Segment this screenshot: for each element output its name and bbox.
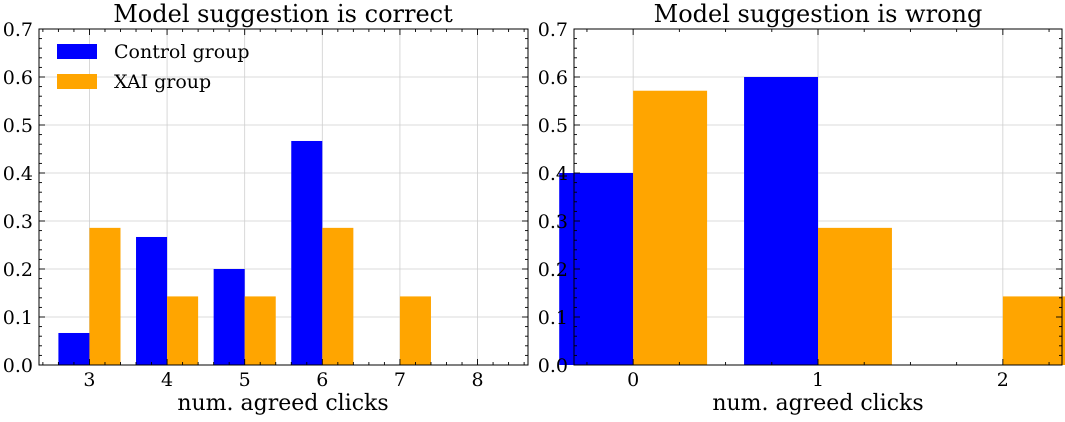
- y-tick-label: 0.0: [538, 355, 568, 377]
- x-tick-label: 1: [812, 369, 824, 391]
- y-tick-label: 0.2: [538, 259, 568, 281]
- tick-marks: [39, 28, 528, 366]
- bar-xai-7: [399, 296, 431, 365]
- y-tick-label: 0.6: [3, 67, 33, 89]
- legend-label: Control group: [114, 41, 250, 63]
- y-tick-label: 0.1: [3, 307, 33, 329]
- legend-label: XAI group: [114, 71, 211, 93]
- y-tick-label: 0.5: [3, 115, 33, 137]
- bar-xai-6: [322, 227, 354, 365]
- y-tick-label: 0.7: [538, 19, 568, 41]
- legend-swatch: [57, 74, 97, 89]
- x-tick-label: 6: [316, 369, 328, 391]
- axes-frame: [38, 28, 529, 366]
- bar-xai-2: [1002, 296, 1065, 365]
- bar-xai-1: [818, 227, 892, 365]
- y-tick-label: 0.3: [538, 211, 568, 233]
- y-tick-label: 0.4: [3, 163, 33, 185]
- legend: Control group XAI group: [57, 41, 250, 93]
- tick-marks: [574, 28, 1062, 366]
- bar-control-3: [58, 332, 90, 365]
- x-tick-label: 8: [472, 369, 484, 391]
- y-tick-label: 0.7: [3, 19, 33, 41]
- y-tick-label: 0.5: [538, 115, 568, 137]
- x-axis-label: num. agreed clicks: [712, 391, 923, 416]
- chart-panel-wrong: Model suggestion is wrong num. agreed cl…: [538, 0, 1065, 416]
- x-tick-label: 2: [997, 369, 1009, 391]
- x-axis-label: num. agreed clicks: [177, 391, 388, 416]
- bar-control-1: [744, 77, 818, 365]
- bar-xai-4: [167, 296, 199, 365]
- bars: [58, 140, 431, 365]
- x-tick-label: 5: [239, 369, 251, 391]
- x-tick-label: 4: [161, 369, 173, 391]
- y-tick-label: 0.6: [538, 67, 568, 89]
- bar-control-0: [559, 173, 634, 365]
- chart-title: Model suggestion is wrong: [654, 0, 983, 28]
- y-tick-label: 0.1: [538, 307, 568, 329]
- y-tick-label: 0.4: [538, 163, 568, 185]
- bars: [559, 77, 1065, 365]
- y-tick-label: 0.3: [3, 211, 33, 233]
- bar-xai-0: [633, 90, 708, 365]
- y-tick-label: 0.0: [3, 355, 33, 377]
- tick-labels: 0.0 0.1 0.2 0.3 0.4 0.5 0.6 0.7 0 1 2: [538, 19, 1009, 391]
- legend-swatch: [57, 44, 97, 59]
- y-tick-label: 0.2: [3, 259, 33, 281]
- chart-panel-correct: Model suggestion is correct num. agreed …: [3, 0, 529, 416]
- bar-control-4: [136, 236, 168, 365]
- tick-labels: 0.0 0.1 0.2 0.3 0.4 0.5 0.6 0.7 3 4 5 6 7 8: [3, 19, 484, 391]
- x-tick-label: 7: [394, 369, 406, 391]
- bar-control-5: [213, 269, 245, 365]
- bar-xai-3: [89, 227, 121, 365]
- bar-control-6: [291, 140, 323, 365]
- x-tick-label: 0: [627, 369, 639, 391]
- bar-xai-5: [244, 296, 276, 365]
- chart-title: Model suggestion is correct: [113, 0, 453, 28]
- x-tick-label: 3: [83, 369, 95, 391]
